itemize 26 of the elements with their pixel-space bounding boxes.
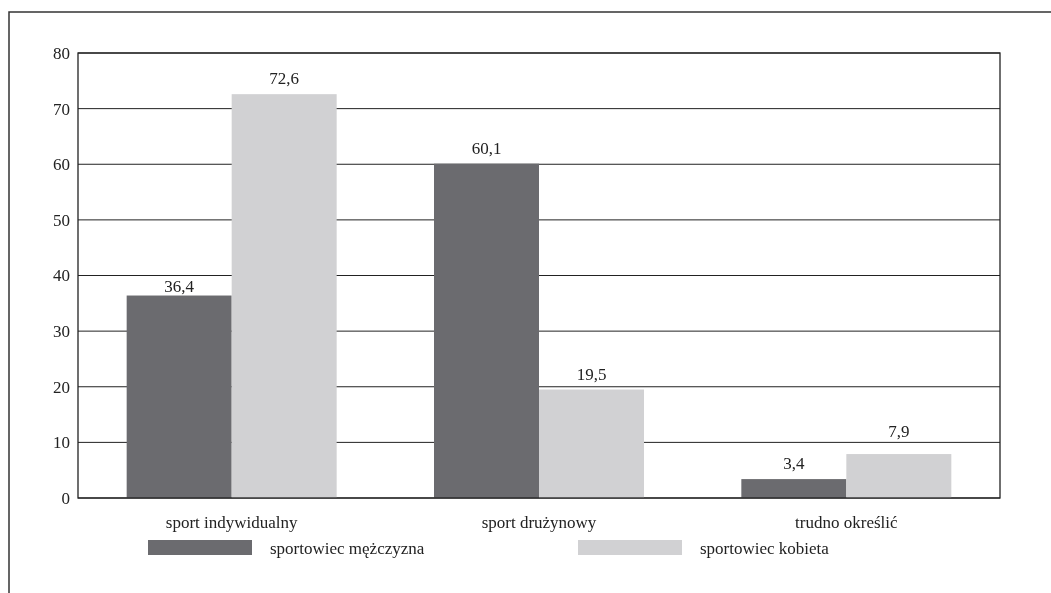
y-tick-label: 50 — [53, 210, 70, 230]
data-label: 7,9 — [888, 422, 910, 442]
bar — [126, 295, 232, 498]
bar — [539, 389, 644, 498]
y-tick-label: 30 — [53, 322, 70, 342]
y-tick-label: 0 — [61, 488, 70, 508]
data-label: 36,4 — [164, 276, 195, 296]
y-tick-label: 10 — [53, 433, 70, 453]
data-label: 19,5 — [576, 364, 607, 384]
x-tick-label: sport drużynowy — [481, 513, 597, 532]
y-tick-label: 70 — [53, 99, 70, 119]
text: sportowiec mężczyzna — [270, 538, 425, 558]
data-label: 3,4 — [783, 454, 805, 474]
y-tick-label: 40 — [53, 266, 70, 286]
x-tick-label: trudno określić — [795, 513, 899, 532]
x-tick-label: sport indywidualny — [165, 513, 299, 532]
y-tick-label: 60 — [53, 155, 70, 175]
y-tick-label: 20 — [53, 377, 70, 397]
data-label: 60,1 — [471, 138, 502, 158]
y-tick-label: 80 — [53, 43, 70, 63]
data-label: 72,6 — [269, 69, 300, 89]
bar — [231, 94, 337, 498]
bar — [846, 454, 952, 498]
bar — [434, 163, 539, 498]
text: sportowiec kobieta — [700, 538, 830, 558]
bar — [741, 479, 847, 498]
